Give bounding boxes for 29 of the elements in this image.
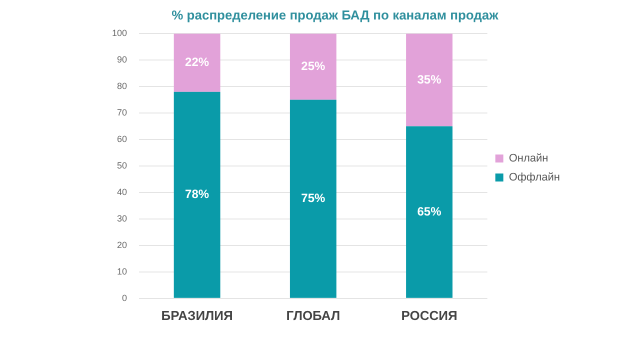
data-label: 35% [417,72,442,86]
bar [406,126,452,298]
y-tick-label: 20 [117,240,128,250]
y-tick-label: 90 [117,54,128,65]
x-tick-label: ГЛОБАЛ [286,308,340,323]
y-tick-label: 80 [117,81,128,92]
data-label: 78% [185,187,210,202]
data-label: 25% [301,59,326,74]
data-label: 65% [417,204,442,218]
data-label: 22% [185,55,210,70]
legend-label: Онлайн [508,152,548,165]
bar [174,34,220,92]
y-tick-label: 30 [117,213,128,224]
y-tick-label: 50 [117,160,128,170]
legend-label: Оффлайн [508,172,560,184]
bar [174,92,220,298]
bar [290,100,336,298]
y-tick-label: 40 [117,186,128,197]
x-tick-label: БРАЗИЛИЯ [161,308,233,323]
x-tick-label: РОССИЯ [401,308,458,323]
y-tick-label: 60 [117,134,128,144]
chart-title: % распределение продаж БАД по каналам продаж [172,7,500,22]
y-tick-label: 100 [112,28,128,38]
bar [290,34,336,100]
y-tick-label: 0 [122,292,128,303]
bar [406,34,452,126]
data-label: 75% [301,191,326,206]
y-tick-label: 10 [117,266,128,276]
y-tick-label: 70 [117,108,128,118]
